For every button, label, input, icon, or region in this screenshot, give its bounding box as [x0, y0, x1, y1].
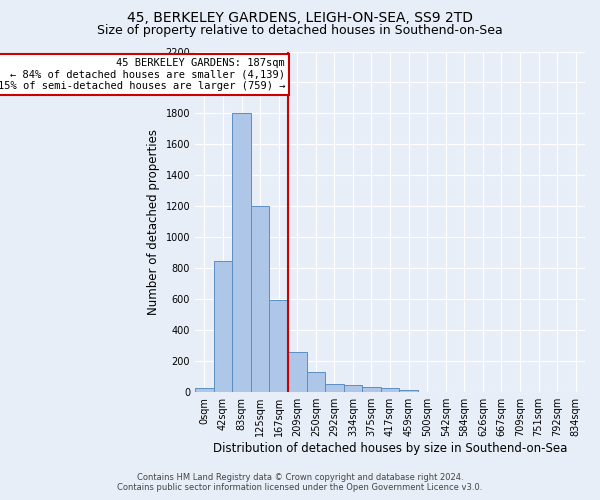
- Bar: [400, 390, 418, 392]
- Bar: [214, 262, 232, 392]
- Y-axis label: Number of detached properties: Number of detached properties: [147, 129, 160, 315]
- Bar: [269, 300, 288, 392]
- Text: Contains HM Land Registry data © Crown copyright and database right 2024.
Contai: Contains HM Land Registry data © Crown c…: [118, 473, 482, 492]
- Bar: [251, 206, 269, 392]
- Text: 45 BERKELEY GARDENS: 187sqm
← 84% of detached houses are smaller (4,139)
15% of : 45 BERKELEY GARDENS: 187sqm ← 84% of det…: [0, 58, 285, 91]
- X-axis label: Distribution of detached houses by size in Southend-on-Sea: Distribution of detached houses by size …: [213, 442, 567, 455]
- Bar: [381, 388, 400, 392]
- Bar: [232, 114, 251, 392]
- Bar: [362, 387, 381, 392]
- Bar: [307, 372, 325, 392]
- Bar: [195, 388, 214, 392]
- Text: Size of property relative to detached houses in Southend-on-Sea: Size of property relative to detached ho…: [97, 24, 503, 37]
- Bar: [325, 384, 344, 392]
- Text: 45, BERKELEY GARDENS, LEIGH-ON-SEA, SS9 2TD: 45, BERKELEY GARDENS, LEIGH-ON-SEA, SS9 …: [127, 11, 473, 25]
- Bar: [344, 385, 362, 392]
- Bar: [288, 352, 307, 392]
